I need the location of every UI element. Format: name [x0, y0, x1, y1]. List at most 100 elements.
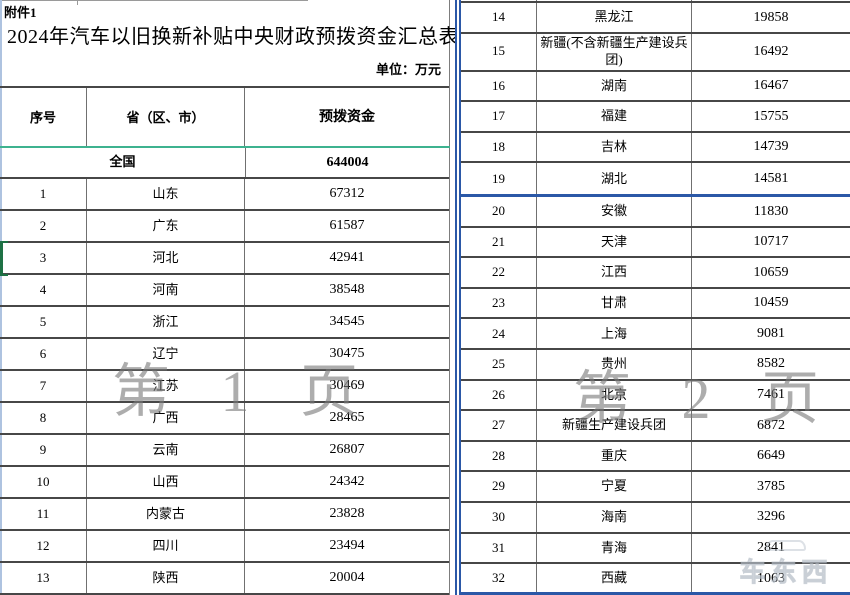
page1-table: 序号 省（区、市） 预拨资金 全国 644004 1 山东 67312 2 广东… — [0, 86, 449, 595]
row-no-cell: 10 — [0, 467, 87, 497]
province-cell: 新疆生产建设兵团 — [537, 411, 692, 440]
table-row: 27 新疆生产建设兵团 6872 — [461, 411, 850, 442]
page2-bottom-blue-line — [461, 592, 850, 595]
row-no-cell: 8 — [0, 403, 87, 433]
row-no-cell: 32 — [461, 564, 537, 593]
table-row: 4 河南 38548 — [0, 275, 449, 307]
province-cell: 甘肃 — [537, 288, 692, 318]
table-row: 23 甘肃 10459 — [461, 288, 850, 320]
province-cell: 天津 — [537, 227, 692, 257]
amount-cell: 8582 — [757, 356, 785, 372]
amount-cell: 2841 — [757, 540, 785, 556]
freeze-pane-line — [0, 146, 450, 148]
table-row: 6 辽宁 30475 — [0, 339, 449, 371]
table-row: 26 北京 7461 — [461, 380, 850, 412]
amount-cell: 15755 — [753, 108, 789, 124]
page-title: 2024年汽车以旧换新补贴中央财政预拨资金汇总表 — [7, 26, 459, 48]
unit-label: 单位：万元 — [375, 62, 441, 77]
province-cell: 山西 — [87, 467, 245, 497]
province-cell: 江苏 — [87, 371, 245, 401]
province-cell: 河北 — [87, 243, 245, 273]
amount-cell: 6872 — [757, 417, 785, 433]
table-row: 30 海南 3296 — [461, 502, 850, 534]
amount-cell: 67312 — [329, 186, 365, 202]
total-row: 全国 644004 — [0, 148, 449, 179]
amount-cell: 34545 — [329, 314, 365, 330]
table-row: 28 重庆 6649 — [461, 441, 850, 473]
table-row: 19 湖北 14581 — [461, 163, 850, 194]
province-cell: 青海 — [537, 533, 692, 563]
province-cell: 四川 — [87, 531, 245, 561]
row-no-cell: 13 — [0, 563, 87, 593]
amount-cell: 26807 — [329, 442, 365, 458]
table-row: 13 陕西 20004 — [0, 563, 449, 595]
page2-table: 14 黑龙江 19858 15 新疆(不含新疆生产建设兵团) 16492 16 … — [461, 0, 850, 595]
amount-cell: 19858 — [753, 9, 789, 25]
province-cell: 湖南 — [537, 71, 692, 101]
amount-cell: 30469 — [329, 378, 365, 394]
row-no-cell: 18 — [461, 132, 537, 162]
page2-left-blue-border — [455, 0, 461, 595]
table-row: 9 云南 26807 — [0, 435, 449, 467]
province-cell: 重庆 — [537, 441, 692, 471]
grid-remnant-line — [0, 0, 308, 1]
row-no-cell: 11 — [0, 499, 87, 529]
page-break-line — [461, 193, 850, 197]
province-cell: 新疆(不含新疆生产建设兵团) — [537, 33, 692, 70]
province-cell: 海南 — [537, 502, 692, 532]
amount-cell: 38548 — [329, 282, 365, 298]
amount-cell: 10717 — [753, 234, 789, 250]
province-cell: 黑龙江 — [537, 3, 692, 32]
province-cell: 内蒙古 — [87, 499, 245, 529]
amount-cell: 61587 — [329, 218, 365, 234]
table-row: 8 广西 28465 — [0, 403, 449, 435]
row-no-cell: 24 — [461, 319, 537, 348]
province-cell: 西藏 — [537, 564, 692, 593]
column-header-amount: 预拨资金 — [319, 110, 375, 126]
province-cell: 贵州 — [537, 349, 692, 379]
amount-cell: 7461 — [757, 387, 785, 403]
attachment-label: 附件1 — [4, 5, 37, 20]
amount-cell — [692, 0, 850, 1]
table-row: 31 青海 2841 — [461, 533, 850, 565]
table-row: 3 河北 42941 — [0, 241, 449, 275]
row-no-cell: 23 — [461, 288, 537, 318]
amount-cell: 16492 — [753, 43, 789, 59]
row-no-cell: 19 — [461, 163, 537, 194]
amount-cell: 3785 — [757, 478, 785, 494]
row-no-cell: 16 — [461, 71, 537, 101]
table-row: 14 黑龙江 19858 — [461, 3, 850, 34]
row-no-cell: 20 — [461, 196, 537, 226]
page1-rows: 1 山东 67312 2 广东 61587 3 河北 42941 4 河南 38… — [0, 179, 449, 595]
province-cell: 湖北 — [537, 163, 692, 194]
province-cell: 云南 — [87, 435, 245, 465]
table-row: 17 福建 15755 — [461, 102, 850, 133]
table-row: 16 湖南 16467 — [461, 71, 850, 103]
amount-cell: 23494 — [329, 538, 365, 554]
amount-cell: 20004 — [329, 570, 365, 586]
row-no-cell: 6 — [0, 339, 87, 369]
amount-cell: 30475 — [329, 346, 365, 362]
table-row: 25 贵州 8582 — [461, 349, 850, 381]
table-row: 1 山东 67312 — [0, 179, 449, 211]
amount-cell: 42941 — [329, 250, 365, 266]
row-no-cell: 5 — [0, 307, 87, 337]
table-row: 18 吉林 14739 — [461, 132, 850, 164]
row-no-cell: 17 — [461, 102, 537, 131]
table-row: 32 西藏 1063 — [461, 564, 850, 595]
table-row: 5 浙江 34545 — [0, 307, 449, 339]
page1-right-border-line — [449, 0, 450, 595]
table-row: 21 天津 10717 — [461, 227, 850, 259]
province-cell: 辽宁 — [87, 339, 245, 369]
table-row: 12 四川 23494 — [0, 531, 449, 563]
amount-cell: 23828 — [329, 506, 365, 522]
province-cell: 广西 — [87, 403, 245, 433]
amount-cell: 10659 — [753, 264, 789, 280]
table-row: 15 新疆(不含新疆生产建设兵团) 16492 — [461, 33, 850, 72]
row-no-cell: 14 — [461, 3, 537, 32]
province-cell: 福建 — [537, 102, 692, 131]
table-row: 2 广东 61587 — [0, 211, 449, 243]
column-header-province: 省（区、市） — [87, 88, 245, 148]
amount-cell: 11830 — [753, 203, 789, 219]
row-no-cell: 7 — [0, 371, 87, 401]
